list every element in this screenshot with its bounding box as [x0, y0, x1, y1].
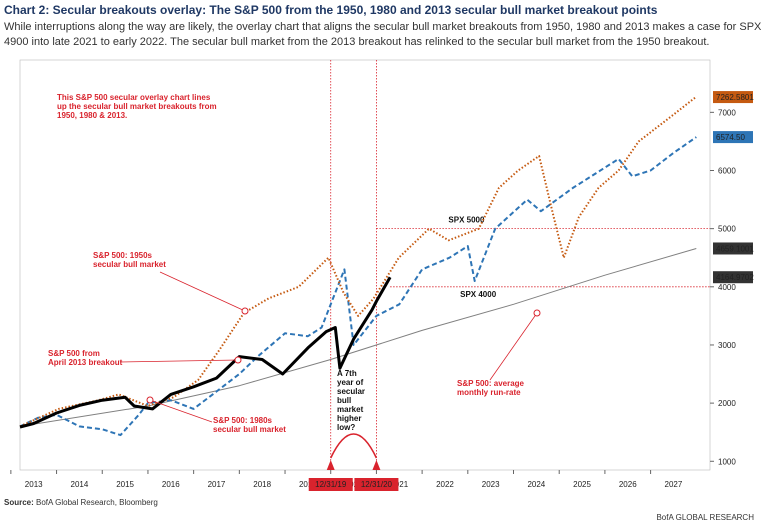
y-tick-label: 1000	[718, 457, 736, 466]
annotation: This S&P 500 secular overlay chart lines…	[57, 93, 217, 120]
x-tick-label: 2018	[253, 480, 271, 489]
annotation-line: up the secular bull market breakouts fro…	[57, 102, 217, 111]
end-label: 6574.50	[716, 133, 745, 142]
annotation-line: low?	[337, 423, 355, 432]
annotation: S&P 500: 1950s secular bull market	[93, 251, 166, 269]
annotation-line: S&P 500: average	[457, 379, 525, 388]
end-label: 4659.1001	[716, 244, 754, 253]
x-tick-label: 2016	[162, 480, 180, 489]
y-tick-label: 3000	[718, 341, 736, 350]
annotation-line: bull	[337, 396, 351, 405]
annotation: S&P 500: 1980s secular bull market	[213, 416, 286, 434]
x-tick-label: 2025	[573, 480, 591, 489]
annotation-line: This S&P 500 secular overlay chart lines	[57, 93, 211, 102]
source-label: Source:	[4, 498, 34, 507]
annotation-line: S&P 500: 1980s	[213, 416, 273, 425]
annotation-line: year of	[337, 378, 364, 387]
end-label-box	[713, 271, 753, 284]
y-tick-label: 6000	[718, 166, 736, 175]
annotation-line: monthly run-rate	[457, 388, 521, 397]
chart-title: Chart 2: Secular breakouts overlay: The …	[4, 3, 658, 17]
date-box	[354, 478, 399, 491]
annotation-line: higher	[337, 414, 361, 423]
leader-dot	[234, 356, 242, 364]
annotation-line: April 2013 breakout	[48, 358, 123, 367]
reference-label: SPX 5000	[448, 216, 485, 225]
subtitle: While interruptions along the way are li…	[4, 21, 762, 33]
end-label: 4164.9702	[716, 273, 754, 282]
y-tick-label: 5000	[718, 225, 736, 234]
footer: BofA GLOBAL RESEARCH	[656, 513, 754, 522]
y-tick-label: 4000	[718, 283, 736, 292]
arrow-head	[372, 460, 381, 470]
end-label: 7262.5801	[716, 93, 754, 102]
annotation-line: market	[337, 405, 364, 414]
x-tick-label: 2019	[299, 480, 317, 489]
end-label-box	[713, 131, 753, 144]
leader-line	[159, 271, 246, 312]
leader-dot	[533, 309, 541, 317]
arrow-head	[326, 460, 335, 470]
annotation-line: A 7th	[337, 369, 357, 378]
leader-line	[149, 399, 213, 423]
source: BofA Global Research, Bloomberg	[36, 498, 158, 507]
annotation-line: secular bull market	[93, 260, 166, 269]
series-line	[19, 248, 697, 427]
annotation-line: S&P 500: 1950s	[93, 251, 153, 260]
leader-dot	[241, 307, 249, 315]
x-tick-label: 2013	[25, 480, 43, 489]
x-tick-label: 2022	[436, 480, 454, 489]
x-tick-label: 2020	[345, 480, 363, 489]
series-line	[19, 136, 697, 437]
y-tick-label: 2000	[718, 399, 736, 408]
series-line	[19, 276, 392, 429]
end-label-box	[713, 242, 753, 255]
annotation-line: S&P 500 from	[48, 349, 100, 358]
annotation: S&P 500: average monthly run-rate	[457, 379, 525, 397]
end-label-box	[713, 91, 753, 104]
date-box	[308, 478, 353, 491]
subtitle: 4900 into late 2021 to early 2022. The s…	[4, 36, 709, 48]
x-tick-label: 2027	[665, 480, 683, 489]
x-tick-label: 2024	[527, 480, 545, 489]
annotation: A 7th year of secular bull market higher low?	[337, 369, 365, 432]
arc	[330, 433, 378, 459]
series-line	[19, 96, 697, 428]
y-tick-label: 7000	[718, 108, 736, 117]
plot-frame	[19, 59, 711, 471]
x-tick-label: 2014	[71, 480, 89, 489]
annotation-line: 1950, 1980 & 2013.	[57, 111, 127, 120]
date-label: 12/31/19	[315, 480, 347, 489]
x-tick-label: 2026	[619, 480, 637, 489]
date-label: 12/31/20	[361, 480, 393, 489]
annotation-line: secular	[337, 387, 365, 396]
x-tick-label: 2015	[116, 480, 134, 489]
x-tick-label: 2023	[482, 480, 500, 489]
x-tick-label: 2017	[208, 480, 226, 489]
annotation-line: secular bull market	[213, 425, 286, 434]
leader-dot	[146, 396, 154, 404]
leader-line	[119, 359, 239, 363]
x-tick-label: 2021	[390, 480, 408, 489]
reference-label: SPX 4000	[460, 290, 497, 299]
annotation: S&P 500 from April 2013 breakout	[48, 349, 123, 367]
leader-line	[489, 312, 538, 381]
